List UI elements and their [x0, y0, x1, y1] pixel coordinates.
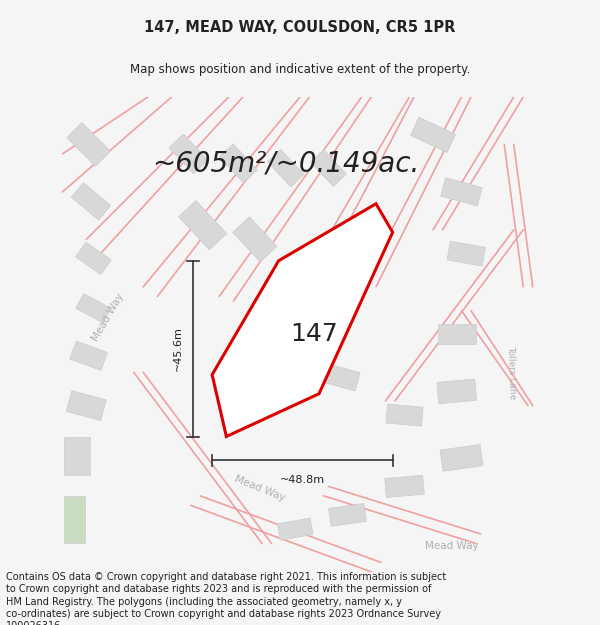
Polygon shape [64, 496, 85, 543]
Text: ~48.8m: ~48.8m [280, 476, 325, 486]
Text: Mead Way: Mead Way [425, 541, 479, 551]
Polygon shape [64, 436, 90, 474]
Polygon shape [71, 182, 111, 220]
Polygon shape [277, 518, 313, 540]
Polygon shape [281, 286, 319, 326]
Polygon shape [70, 341, 107, 371]
Polygon shape [311, 150, 346, 186]
Polygon shape [219, 144, 257, 183]
Polygon shape [329, 504, 367, 526]
Polygon shape [212, 204, 392, 436]
Text: Tollers Lane: Tollers Lane [506, 346, 517, 399]
Polygon shape [179, 201, 227, 250]
Polygon shape [268, 149, 304, 187]
Text: Contains OS data © Crown copyright and database right 2021. This information is : Contains OS data © Crown copyright and d… [6, 572, 446, 625]
Polygon shape [233, 217, 277, 262]
Text: ~45.6m: ~45.6m [173, 326, 182, 371]
Polygon shape [440, 444, 483, 471]
Text: Mead Way: Mead Way [233, 474, 286, 503]
Text: Mead Way: Mead Way [90, 292, 125, 344]
Polygon shape [76, 242, 111, 274]
Text: ~605m²/~0.149ac.: ~605m²/~0.149ac. [152, 149, 419, 178]
Polygon shape [385, 475, 424, 498]
Polygon shape [437, 379, 476, 404]
Polygon shape [438, 324, 476, 344]
Polygon shape [169, 134, 208, 174]
Polygon shape [76, 294, 111, 323]
Text: Map shows position and indicative extent of the property.: Map shows position and indicative extent… [130, 63, 470, 76]
Polygon shape [386, 404, 423, 426]
Polygon shape [321, 363, 360, 391]
Polygon shape [440, 177, 482, 206]
Polygon shape [67, 122, 110, 166]
Polygon shape [410, 118, 455, 152]
Text: 147: 147 [290, 322, 338, 346]
Polygon shape [66, 391, 106, 421]
Text: 147, MEAD WAY, COULSDON, CR5 1PR: 147, MEAD WAY, COULSDON, CR5 1PR [145, 19, 455, 34]
Polygon shape [447, 241, 485, 266]
